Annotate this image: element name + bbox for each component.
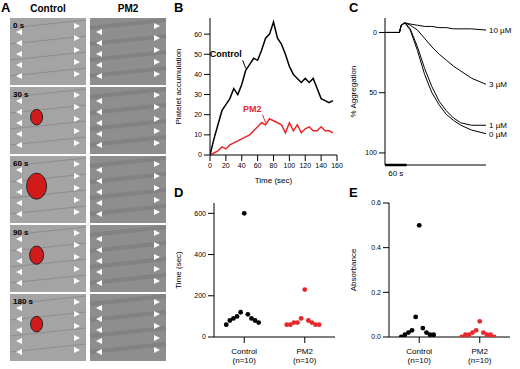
svg-text:0: 0 bbox=[198, 151, 202, 158]
svg-text:40: 40 bbox=[194, 71, 202, 78]
svg-text:60 s: 60 s bbox=[13, 159, 29, 168]
svg-text:Control(n=10): Control(n=10) bbox=[406, 347, 432, 365]
svg-text:PM2(n=10): PM2(n=10) bbox=[468, 347, 492, 365]
svg-text:Platelet accumulation: Platelet accumulation bbox=[174, 48, 183, 124]
svg-text:0.4: 0.4 bbox=[371, 244, 381, 251]
svg-text:90 s: 90 s bbox=[13, 228, 29, 237]
html-text:A: A bbox=[1, 0, 11, 15]
svg-text:0: 0 bbox=[208, 162, 212, 169]
svg-text:3 µM: 3 µM bbox=[489, 80, 507, 89]
svg-text:600: 600 bbox=[194, 210, 206, 217]
svg-text:140: 140 bbox=[315, 162, 327, 169]
html-text:D: D bbox=[174, 185, 184, 200]
svg-text:200: 200 bbox=[194, 292, 206, 299]
svg-text:Absorbance: Absorbance bbox=[349, 248, 358, 291]
svg-text:Control(n=10): Control(n=10) bbox=[231, 347, 257, 365]
svg-text:0 µM: 0 µM bbox=[489, 130, 507, 139]
svg-text:100: 100 bbox=[365, 149, 377, 156]
svg-text:30: 30 bbox=[194, 91, 202, 98]
svg-text:80: 80 bbox=[270, 162, 278, 169]
svg-text:40: 40 bbox=[238, 162, 246, 169]
svg-text:120: 120 bbox=[299, 162, 311, 169]
svg-text:100: 100 bbox=[284, 162, 296, 169]
svg-text:Time (sec): Time (sec) bbox=[174, 251, 183, 289]
svg-text:0.6: 0.6 bbox=[371, 199, 381, 206]
html-text:Control: Control bbox=[30, 3, 66, 14]
svg-text:20: 20 bbox=[222, 162, 230, 169]
svg-text:50: 50 bbox=[194, 51, 202, 58]
svg-text:PM2(n=10): PM2(n=10) bbox=[293, 347, 317, 365]
svg-text:10: 10 bbox=[194, 131, 202, 138]
svg-text:0: 0 bbox=[202, 333, 206, 340]
svg-text:10 µM: 10 µM bbox=[489, 26, 512, 35]
svg-text:160: 160 bbox=[331, 162, 343, 169]
html-text:B: B bbox=[174, 0, 184, 15]
svg-text:Control: Control bbox=[210, 49, 242, 59]
svg-text:0 s: 0 s bbox=[13, 21, 25, 30]
svg-text:Time (sec): Time (sec) bbox=[255, 176, 293, 185]
svg-text:0: 0 bbox=[373, 29, 377, 36]
svg-text:60: 60 bbox=[194, 31, 202, 38]
svg-text:30 s: 30 s bbox=[13, 90, 29, 99]
svg-text:% Aggregation: % Aggregation bbox=[349, 65, 358, 117]
html-text:C: C bbox=[349, 0, 359, 15]
html-text:PM2: PM2 bbox=[117, 3, 139, 14]
svg-text:20: 20 bbox=[194, 111, 202, 118]
svg-text:60: 60 bbox=[254, 162, 262, 169]
svg-text:60 s: 60 s bbox=[388, 169, 403, 178]
svg-text:PM2: PM2 bbox=[243, 104, 262, 114]
svg-text:400: 400 bbox=[194, 251, 206, 258]
svg-text:1 µM: 1 µM bbox=[489, 121, 507, 131]
html-text:E: E bbox=[349, 185, 358, 200]
svg-text:180 s: 180 s bbox=[13, 297, 34, 306]
svg-text:50: 50 bbox=[369, 89, 377, 96]
svg-text:0.2: 0.2 bbox=[371, 289, 381, 296]
svg-text:0.0: 0.0 bbox=[371, 333, 381, 340]
